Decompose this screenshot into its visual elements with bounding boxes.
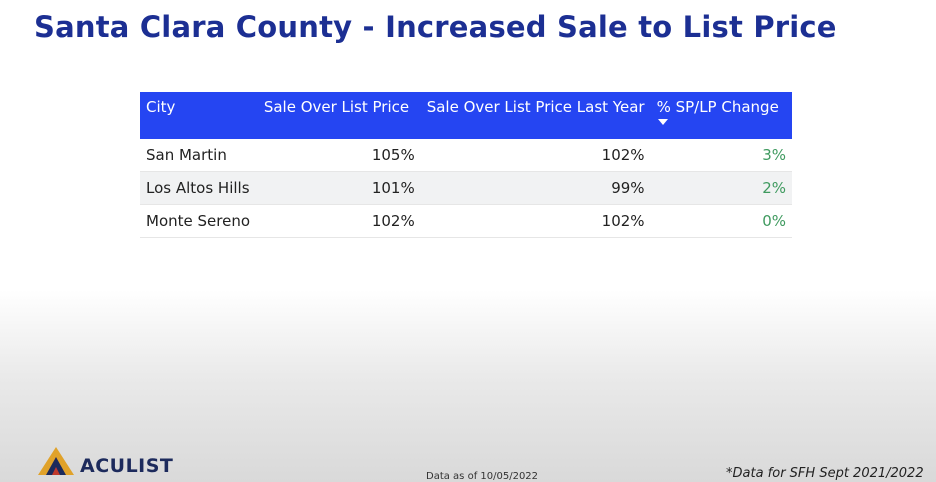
value-cell: 102%: [420, 204, 651, 238]
table-row: Los Altos Hills 101% 99% 2%: [140, 171, 792, 205]
city-cell: Monte Sereno: [140, 204, 258, 238]
city-cell: San Martin: [140, 139, 258, 172]
data-as-of: Data as of 10/05/2022: [426, 471, 539, 482]
slide-title: Santa Clara County - Increased Sale to L…: [34, 10, 837, 44]
column-header[interactable]: City: [140, 92, 258, 139]
value-cell: 105%: [257, 139, 421, 172]
value-cell: 0%: [650, 204, 792, 238]
header-row: City Sale Over List Price Sale Over List P…: [140, 92, 792, 139]
sort-indicator: [657, 119, 668, 125]
table-row: Monte Sereno 102% 102% 0%: [140, 204, 792, 238]
value-cell: 102%: [420, 139, 651, 172]
table-row: San Martin 105% 102% 3%: [140, 139, 792, 172]
value-cell: 101%: [257, 171, 421, 205]
value-cell: 3%: [650, 139, 792, 172]
column-header[interactable]: Sale Over List Price Last Year: [420, 92, 651, 139]
table-body: San Martin 105% 102% 3% Los Altos Hills 101% 9…: [140, 139, 792, 238]
footnote: *Data for SFH Sept 2021/2022: [726, 466, 924, 481]
city-cell: Los Altos Hills: [140, 171, 258, 205]
value-cell: 99%: [420, 171, 651, 205]
value-cell: 2%: [650, 171, 792, 205]
value-cell: 102%: [257, 204, 421, 238]
logo-icon: [38, 447, 74, 475]
column-header[interactable]: Sale Over List Price: [257, 92, 421, 139]
logo-text: ACULIST: [80, 455, 174, 477]
column-header[interactable]: % SP/LP Change: [650, 92, 792, 139]
data-table: City Sale Over List Price Sale Over List P…: [140, 92, 792, 238]
